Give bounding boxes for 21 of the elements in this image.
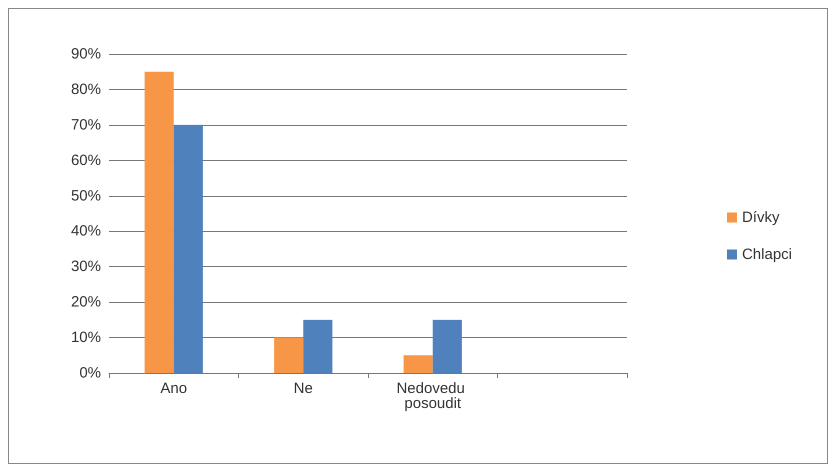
bar xyxy=(174,124,203,373)
x-tick-label: Nedovedu posoudit xyxy=(396,380,470,412)
y-tick-label: 10% xyxy=(70,329,101,346)
legend-label: Chlapci xyxy=(742,246,792,263)
bar xyxy=(274,338,304,373)
y-tick-label: 40% xyxy=(70,222,101,240)
y-tick-label: 70% xyxy=(70,116,101,134)
x-tick-label: Ne xyxy=(294,380,313,397)
bar xyxy=(432,320,462,373)
y-tick-label: 0% xyxy=(79,364,101,382)
y-tick-label: 60% xyxy=(70,152,101,169)
y-tick-label: 80% xyxy=(70,80,101,98)
y-tick-label: 20% xyxy=(70,294,101,311)
y-tick-label: 50% xyxy=(70,187,101,204)
bar xyxy=(404,355,433,373)
legend-label: Dívky xyxy=(742,209,780,226)
y-tick-label: 90% xyxy=(70,46,101,62)
y-tick-label: 30% xyxy=(70,258,101,276)
bar xyxy=(303,320,332,373)
x-tick-label: Ano xyxy=(160,380,188,397)
bar xyxy=(144,72,174,373)
